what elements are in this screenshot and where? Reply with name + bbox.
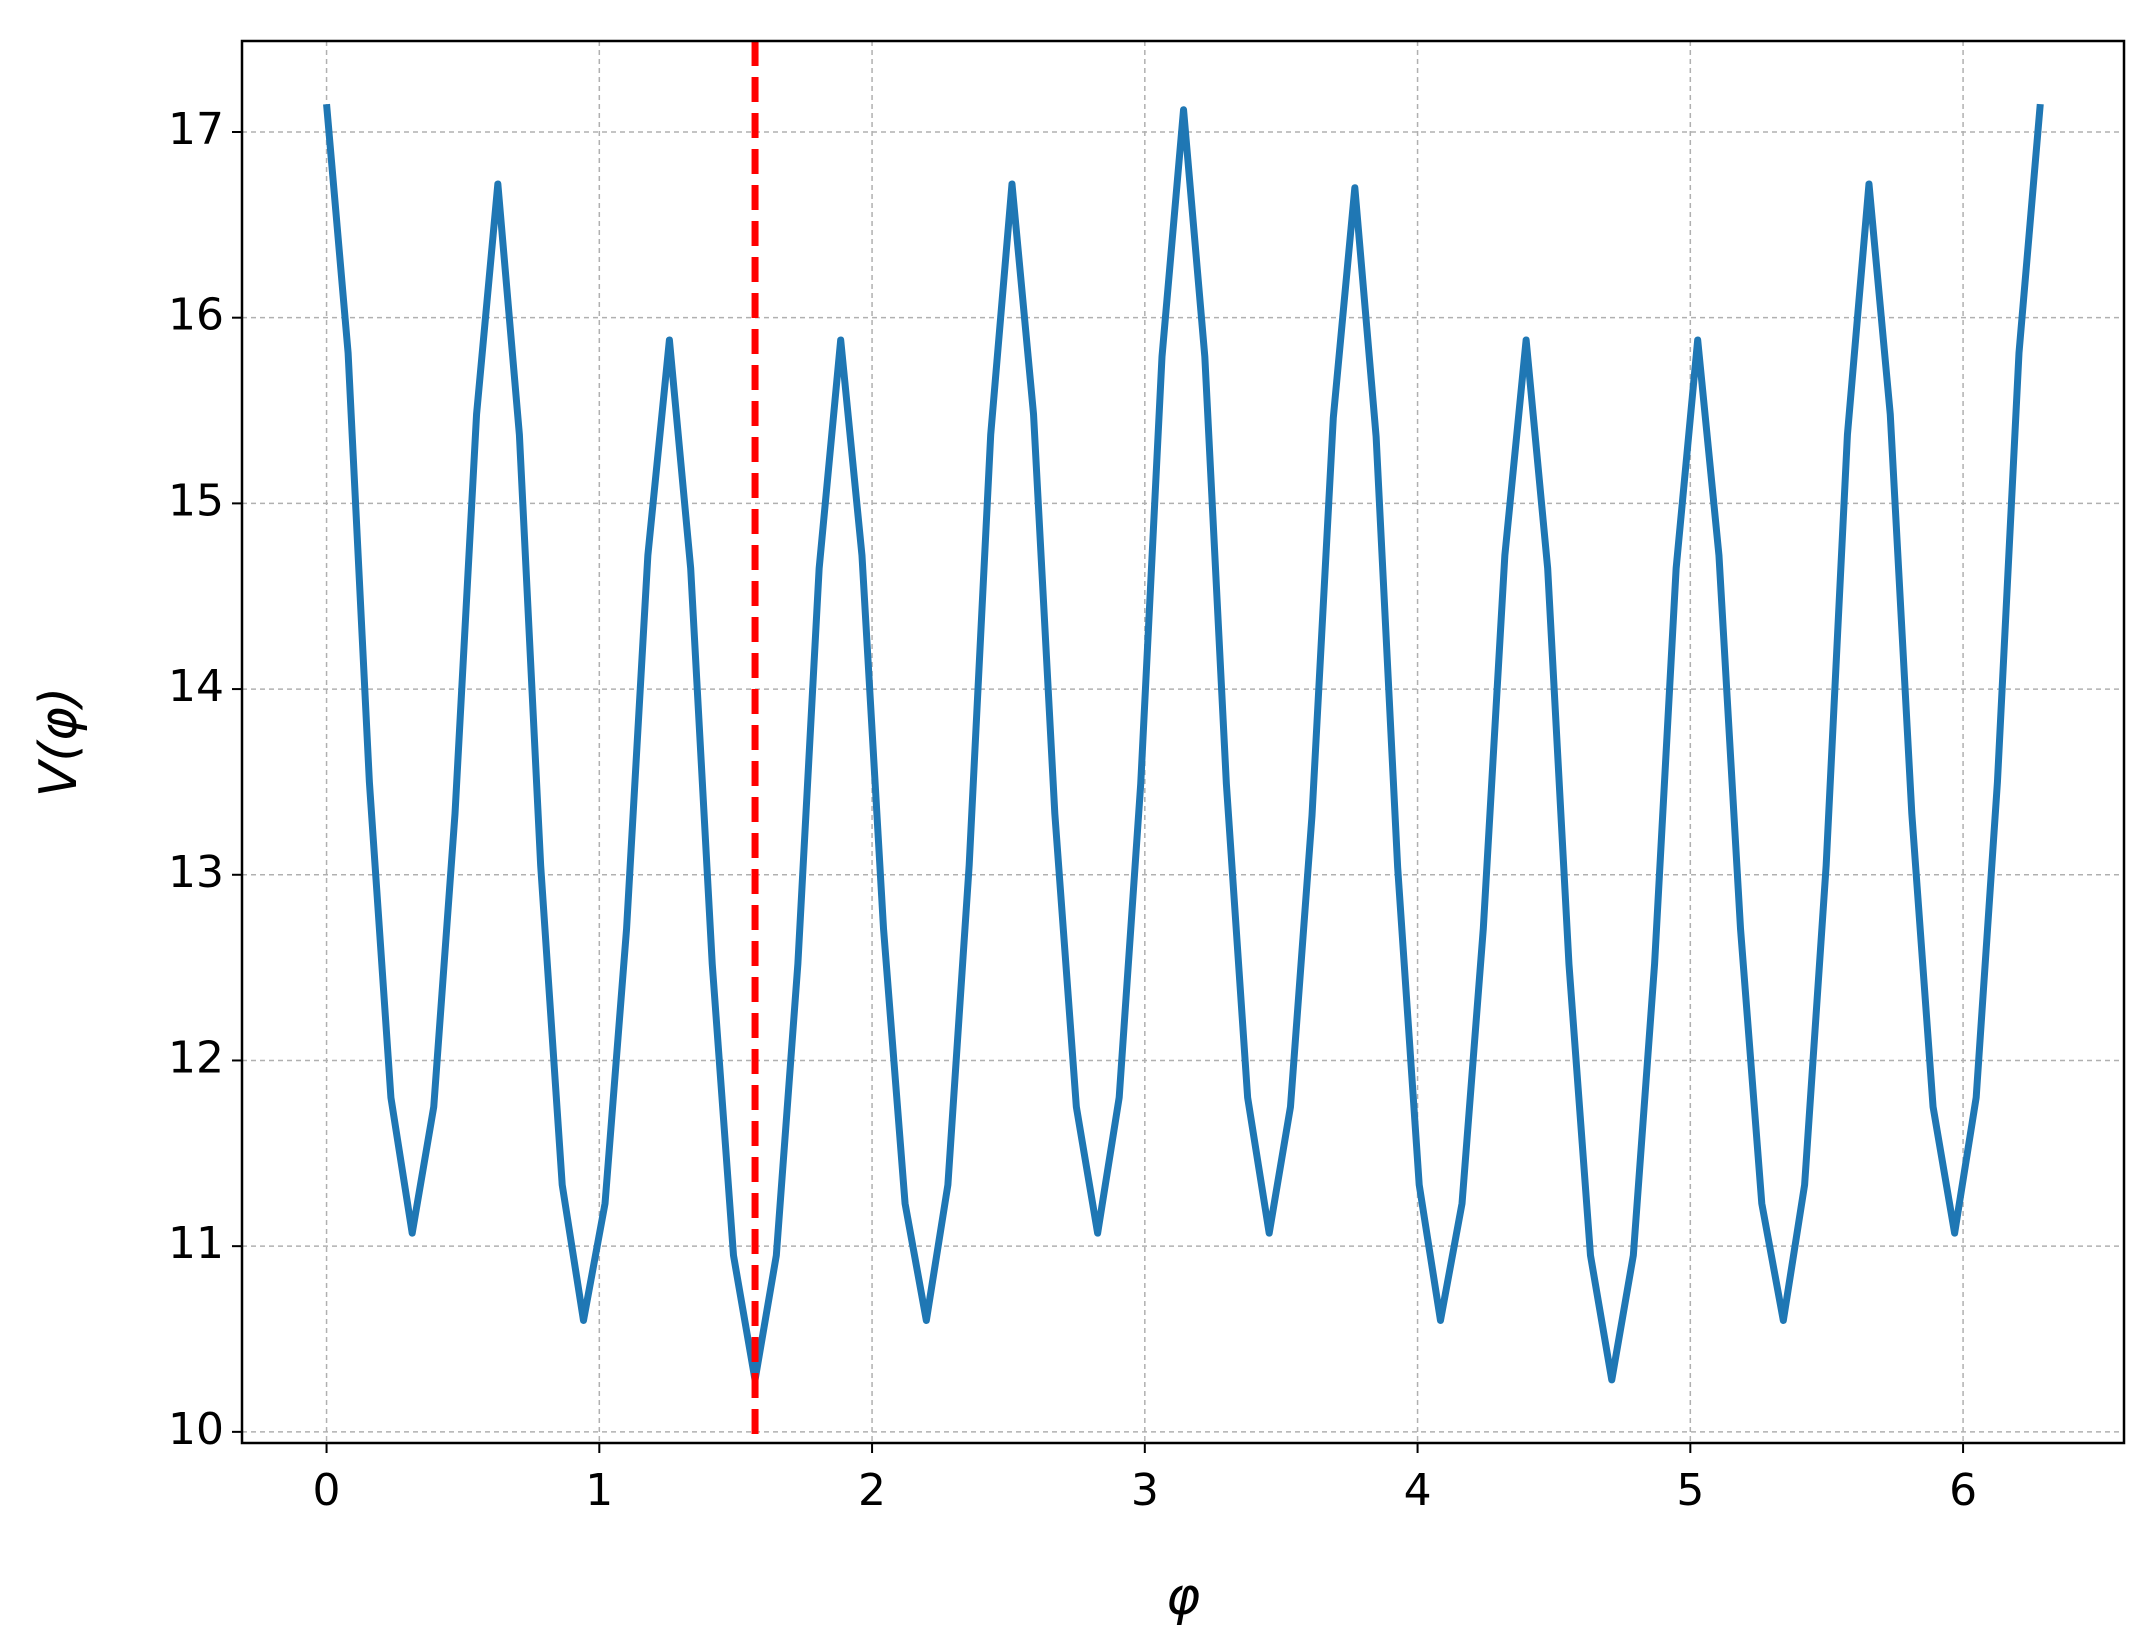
data-line <box>323 103 2044 1384</box>
x-tick-label: 5 <box>1676 1465 1704 1516</box>
x-tick-label: 4 <box>1404 1465 1432 1516</box>
y-tick-label: 10 <box>168 1404 224 1455</box>
x-tick-label: 6 <box>1949 1465 1977 1516</box>
x-tick-label: 3 <box>1131 1465 1159 1516</box>
x-tick-label: 1 <box>585 1465 613 1516</box>
y-tick-label: 14 <box>168 661 224 712</box>
y-tick-label: 12 <box>168 1032 224 1083</box>
y-tick-label: 11 <box>168 1218 224 1269</box>
y-tick-label: 13 <box>168 847 224 898</box>
y-tick-label: 17 <box>168 104 224 155</box>
x-tick-label: 0 <box>313 1465 341 1516</box>
y-tick-label: 15 <box>168 475 224 526</box>
plot-frame <box>240 39 2126 1445</box>
x-axis-label: φ <box>1166 1567 1200 1627</box>
x-tick-label: 2 <box>858 1465 886 1516</box>
y-axis-label: V(φ) <box>29 687 89 797</box>
y-tick-label: 16 <box>168 290 224 341</box>
